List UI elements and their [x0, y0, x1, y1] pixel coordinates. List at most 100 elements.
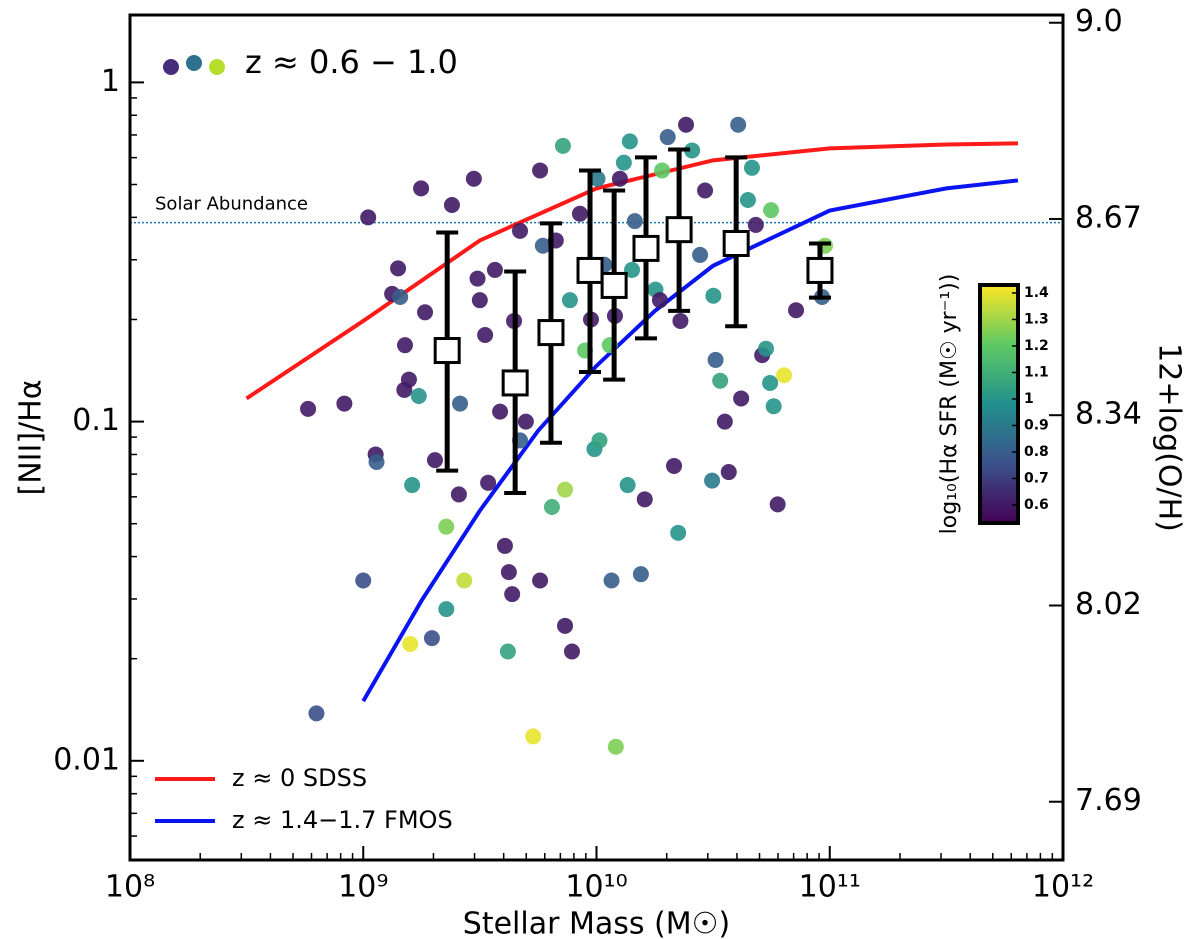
legend-marker — [163, 59, 179, 75]
galaxy-point — [525, 728, 542, 745]
galaxy-point — [413, 180, 430, 197]
y-axis-label: [NII]/Hα — [14, 380, 49, 496]
galaxy-point — [763, 202, 780, 219]
galaxy-point — [621, 133, 638, 150]
galaxy-point — [400, 371, 417, 388]
galaxy-point — [788, 302, 805, 319]
galaxy-point — [672, 312, 689, 329]
galaxy-point — [733, 390, 750, 407]
y-tick-label: 0.1 — [72, 403, 120, 438]
galaxy-point — [765, 398, 782, 415]
x-axis-label: Stellar Mass (M☉) — [463, 907, 730, 939]
y2-tick-label: 8.34 — [1075, 397, 1142, 432]
galaxy-point — [712, 372, 729, 389]
galaxy-point — [684, 142, 701, 159]
galaxy-point — [417, 304, 434, 321]
x-tick-label: 10⁸ — [105, 870, 155, 905]
galaxy-point — [517, 413, 534, 430]
galaxy-point — [603, 572, 620, 589]
galaxy-point — [678, 116, 695, 133]
galaxy-point — [355, 572, 372, 589]
galaxy-point — [554, 137, 571, 154]
galaxy-point — [619, 477, 636, 494]
legend-label: z ≈ 1.4−1.7 FMOS — [232, 806, 453, 834]
galaxy-point — [360, 209, 377, 226]
galaxy-point — [452, 395, 469, 412]
galaxy-point — [776, 367, 793, 384]
galaxy-point — [692, 246, 709, 263]
galaxy-point — [704, 472, 721, 489]
galaxy-point — [730, 116, 747, 133]
galaxy-point — [758, 340, 775, 357]
plot-area — [130, 116, 1063, 755]
y2-tick-label: 7.69 — [1075, 783, 1142, 818]
legend-marker — [209, 59, 225, 75]
median-box — [537, 319, 565, 347]
colorbar-tick-label: 0.9 — [1024, 417, 1049, 433]
median-box — [665, 216, 693, 244]
galaxy-point — [486, 261, 503, 278]
colorbar-tick-label: 1.1 — [1024, 364, 1049, 380]
galaxy-point — [654, 162, 671, 179]
galaxy-point — [410, 387, 427, 404]
x-tick-label: 10¹⁰ — [565, 870, 627, 905]
galaxy-point — [666, 457, 683, 474]
galaxy-point — [532, 162, 549, 179]
legend-marker — [186, 55, 202, 71]
galaxy-point — [636, 491, 653, 508]
legend-label: z ≈ 0 SDSS — [232, 764, 367, 792]
y2-tick-label: 9.0 — [1075, 4, 1123, 39]
galaxy-point — [480, 474, 497, 491]
galaxy-point — [624, 261, 641, 278]
galaxy-point — [392, 288, 409, 305]
galaxy-point — [423, 630, 440, 647]
galaxy-point — [438, 601, 455, 618]
galaxy-point — [739, 192, 756, 209]
galaxy-point — [496, 537, 513, 554]
galaxy-point — [557, 617, 574, 634]
galaxy-point — [557, 481, 574, 498]
galaxy-point — [532, 572, 549, 589]
galaxy-point — [589, 170, 606, 187]
galaxy-point — [499, 643, 516, 660]
x-tick-label: 10¹¹ — [799, 870, 861, 905]
galaxy-point — [561, 292, 578, 309]
galaxy-point — [336, 395, 353, 412]
galaxy-point — [743, 159, 760, 176]
galaxy-point — [456, 572, 473, 589]
galaxy-point — [534, 237, 551, 254]
model-curve — [361, 178, 1019, 703]
galaxy-point — [402, 635, 419, 652]
galaxy-point — [450, 486, 467, 503]
y-tick-label: 1 — [101, 64, 120, 99]
galaxy-point — [390, 260, 407, 277]
galaxy-point — [705, 287, 722, 304]
galaxy-point — [368, 454, 385, 471]
galaxy-point — [571, 205, 588, 222]
galaxy-point — [615, 154, 632, 171]
galaxy-point — [563, 643, 580, 660]
y2-axis-label: 12+log(O/H) — [1152, 343, 1187, 532]
colorbar-tick-label: 1 — [1024, 391, 1034, 407]
galaxy-point — [607, 738, 624, 755]
galaxy-point — [426, 452, 443, 469]
colorbar-tick-label: 1.3 — [1024, 311, 1049, 327]
x-tick-label: 10⁹ — [338, 870, 388, 905]
galaxy-point — [659, 129, 676, 146]
galaxy-point — [716, 413, 733, 430]
galaxy-point — [465, 170, 482, 187]
galaxy-point — [720, 464, 737, 481]
y-tick-label: 0.01 — [53, 742, 120, 777]
median-box — [632, 234, 660, 262]
median-box — [433, 337, 461, 365]
colorbar-tick-label: 1.2 — [1024, 338, 1049, 354]
galaxy-point — [632, 566, 649, 583]
galaxy-point — [670, 524, 687, 541]
colorbar-tick-label: 0.6 — [1024, 497, 1049, 513]
galaxy-point — [543, 499, 560, 516]
colorbar — [978, 283, 1020, 525]
galaxy-point — [591, 432, 608, 449]
galaxy-point — [300, 400, 317, 417]
median-box — [501, 369, 529, 397]
galaxy-point — [697, 182, 714, 199]
